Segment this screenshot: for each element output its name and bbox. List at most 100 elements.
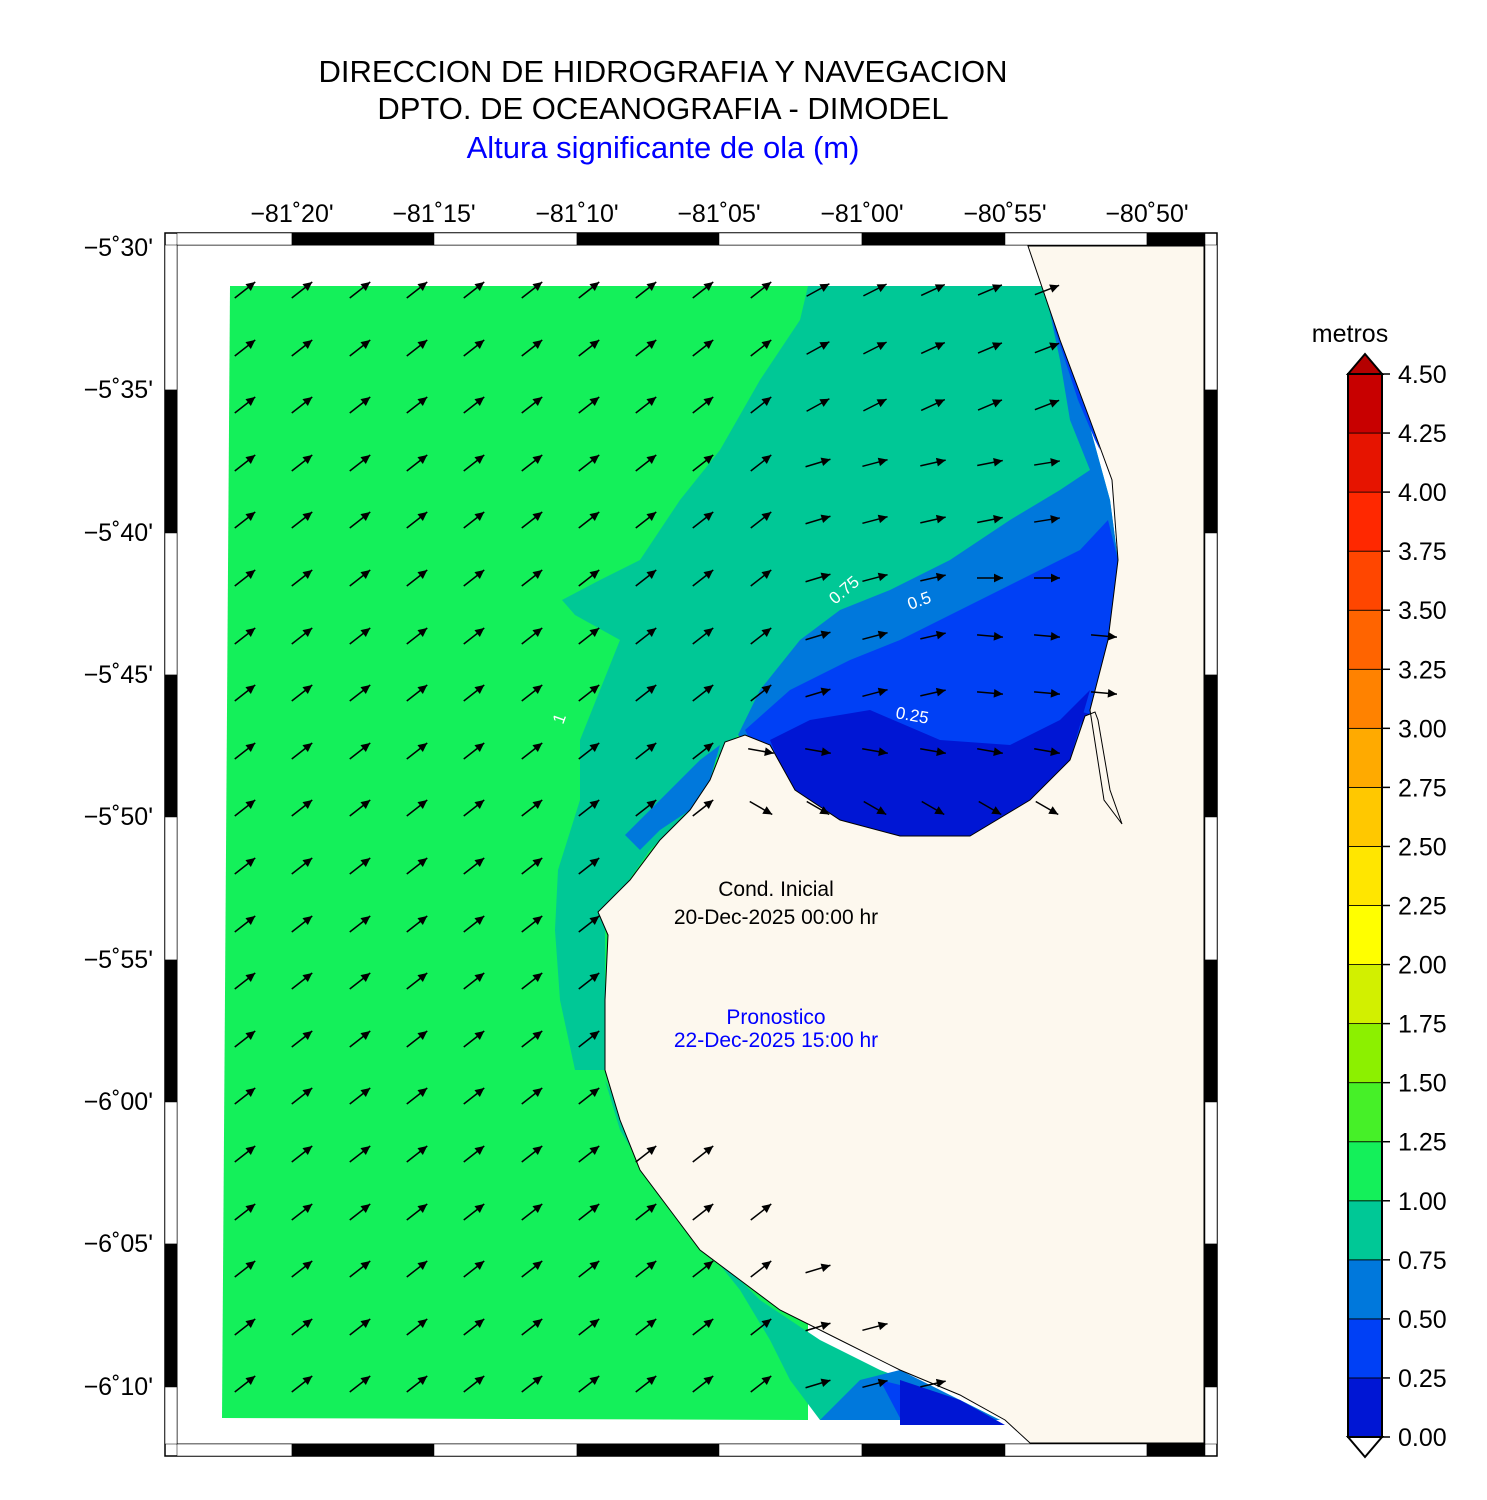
wave-direction-arrow bbox=[521, 281, 543, 299]
colorbar-tick-label: 0.25 bbox=[1398, 1365, 1447, 1393]
wave-direction-arrow bbox=[291, 569, 313, 587]
wave-direction-arrow bbox=[805, 687, 831, 698]
wave-direction-arrow bbox=[1033, 632, 1061, 641]
wave-direction-arrow bbox=[750, 627, 772, 645]
wave-direction-arrow bbox=[750, 1318, 772, 1336]
wave-direction-arrow bbox=[806, 283, 830, 297]
frame-bar-left bbox=[164, 532, 178, 676]
wave-direction-arrow bbox=[862, 747, 888, 756]
wave-direction-arrow bbox=[692, 281, 714, 299]
longitude-tick-label: −81˚05' bbox=[677, 200, 760, 228]
wave-direction-arrow bbox=[463, 569, 485, 587]
wave-direction-arrow bbox=[1034, 515, 1060, 524]
wave-direction-arrow bbox=[349, 1318, 371, 1336]
wave-direction-arrow bbox=[635, 396, 657, 414]
wave-direction-arrow bbox=[976, 632, 1004, 641]
latitude-tick-label: −6˚05' bbox=[84, 1230, 153, 1258]
wave-direction-arrow bbox=[920, 283, 946, 297]
wave-direction-arrow bbox=[291, 1145, 313, 1163]
latitude-tick-label: −5˚40' bbox=[84, 519, 153, 547]
wave-direction-arrow bbox=[978, 800, 1002, 816]
wave-direction-arrow bbox=[749, 800, 773, 816]
colorbar-tick-label: 1.75 bbox=[1398, 1011, 1447, 1039]
title-line-1: DIRECCION DE HIDROGRAFIA Y NAVEGACION bbox=[318, 54, 1007, 89]
wave-direction-arrow bbox=[349, 569, 371, 587]
wave-direction-arrow bbox=[406, 972, 428, 990]
wave-direction-arrow bbox=[234, 454, 256, 472]
wave-direction-arrow bbox=[1034, 747, 1060, 756]
wave-direction-arrow bbox=[349, 396, 371, 414]
longitude-labels: −81˚20' −81˚15' −81˚10' −81˚05' −81˚00' −80˚5… bbox=[250, 200, 1188, 228]
wave-direction-arrow bbox=[635, 1260, 657, 1278]
frame-bar-top bbox=[1004, 232, 1148, 246]
wave-direction-arrow bbox=[291, 742, 313, 760]
longitude-tick-label: −81˚20' bbox=[250, 200, 333, 228]
wave-direction-arrow bbox=[920, 630, 946, 640]
wave-direction-arrow bbox=[463, 1030, 485, 1048]
wave-direction-arrow bbox=[291, 1375, 313, 1393]
wave-direction-arrow bbox=[349, 1203, 371, 1221]
colorbar-tick-label: 0.75 bbox=[1398, 1247, 1447, 1275]
wave-direction-arrow bbox=[1034, 573, 1060, 583]
wave-direction-arrow bbox=[234, 1203, 256, 1221]
longitude-tick-label: −80˚55' bbox=[963, 200, 1046, 228]
wave-direction-arrow bbox=[748, 747, 774, 756]
wave-direction-arrow bbox=[635, 684, 657, 702]
sea-zone-0-75-south bbox=[605, 1080, 1000, 1420]
wave-direction-arrow bbox=[635, 511, 657, 529]
wave-direction-arrow bbox=[806, 800, 830, 816]
wave-direction-arrow bbox=[578, 684, 600, 702]
colorbar-cell bbox=[1347, 491, 1383, 552]
wave-direction-arrow bbox=[234, 569, 256, 587]
wave-direction-arrow bbox=[349, 339, 371, 357]
wave-direction-arrow bbox=[862, 1378, 888, 1389]
wave-direction-arrow bbox=[578, 742, 600, 760]
colorbar-tick-label: 4.50 bbox=[1398, 361, 1447, 389]
wave-direction-arrow bbox=[406, 396, 428, 414]
wave-direction-arrow bbox=[692, 1203, 714, 1221]
wave-direction-arrow bbox=[291, 684, 313, 702]
colorbar: metros 4.50 4.25 4.00 3.75 3.50 3.25 3.00 2.75 2… bbox=[1312, 320, 1447, 1459]
wave-direction-arrow bbox=[406, 281, 428, 299]
wave-direction-arrow bbox=[291, 799, 313, 817]
wave-direction-arrow bbox=[977, 747, 1003, 756]
wave-direction-arrow bbox=[406, 454, 428, 472]
frame-bar-left bbox=[164, 1101, 178, 1245]
wave-direction-arrow bbox=[805, 1321, 831, 1332]
wave-direction-arrow bbox=[1034, 342, 1060, 354]
colorbar-tick-label: 4.25 bbox=[1398, 420, 1447, 448]
wave-direction-arrow bbox=[291, 454, 313, 472]
wave-direction-arrow bbox=[578, 569, 600, 587]
wave-direction-arrow bbox=[291, 857, 313, 875]
colorbar-tick-label: 0.50 bbox=[1398, 1306, 1447, 1334]
frame-bar-left bbox=[164, 816, 178, 961]
wave-direction-arrow bbox=[521, 799, 543, 817]
frame-bar-right bbox=[1204, 1101, 1218, 1245]
wave-direction-arrow bbox=[578, 915, 600, 933]
wave-direction-arrow bbox=[291, 1318, 313, 1336]
wave-direction-arrow bbox=[463, 1087, 485, 1105]
wave-direction-arrow bbox=[521, 972, 543, 990]
wave-direction-arrow bbox=[1034, 399, 1060, 411]
frame-bar-top bbox=[861, 232, 1006, 246]
wave-direction-arrow bbox=[863, 398, 887, 412]
wave-direction-arrow bbox=[1035, 800, 1059, 816]
colorbar-tick-label: 3.00 bbox=[1398, 715, 1447, 743]
frame-bar-right bbox=[1204, 389, 1218, 534]
wave-direction-arrow bbox=[234, 281, 256, 299]
wave-direction-arrow bbox=[234, 1375, 256, 1393]
wave-direction-arrow bbox=[463, 1203, 485, 1221]
wave-direction-arrow bbox=[521, 511, 543, 529]
frame-bar-top bbox=[176, 232, 293, 246]
colorbar-cell bbox=[1347, 1141, 1383, 1202]
colorbar-cell bbox=[1347, 609, 1383, 670]
latitude-labels: −5˚30' −5˚35' −5˚40' −5˚45' −5˚50' −5˚55' −6˚0… bbox=[84, 234, 153, 1401]
frame-bar-left bbox=[164, 1386, 178, 1445]
wave-direction-arrow bbox=[349, 972, 371, 990]
longitude-tick-label: −80˚50' bbox=[1105, 200, 1188, 228]
wave-direction-arrow bbox=[406, 627, 428, 645]
wave-direction-arrow bbox=[920, 398, 946, 412]
wave-direction-arrow bbox=[521, 1260, 543, 1278]
frame-bar-top bbox=[576, 232, 720, 246]
wave-direction-arrow bbox=[692, 1375, 714, 1393]
